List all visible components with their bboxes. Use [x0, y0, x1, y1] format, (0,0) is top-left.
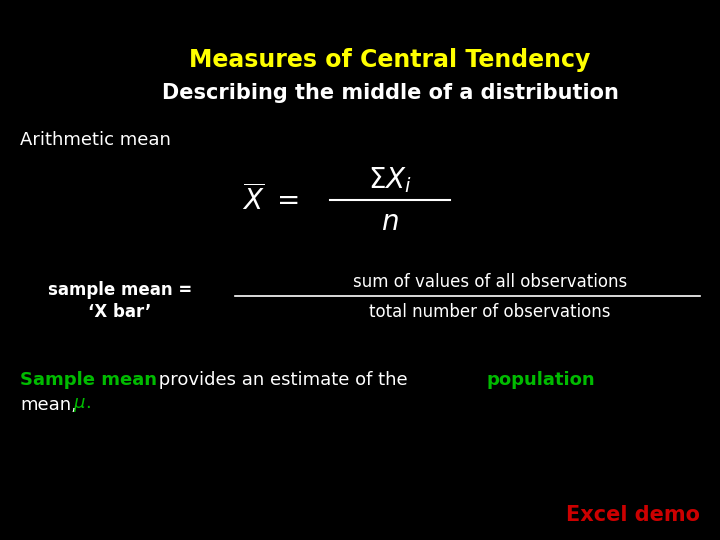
Text: population: population [487, 371, 595, 389]
Text: Measures of Central Tendency: Measures of Central Tendency [189, 48, 590, 72]
Text: sum of values of all observations: sum of values of all observations [353, 273, 627, 291]
Text: provides an estimate of the: provides an estimate of the [153, 371, 413, 389]
Text: Sample mean: Sample mean [20, 371, 157, 389]
Text: $\overline{X}\ =$: $\overline{X}\ =$ [241, 184, 299, 216]
Text: $n$: $n$ [381, 208, 399, 236]
Text: $\Sigma X_i$: $\Sigma X_i$ [368, 165, 412, 195]
Text: sample mean =: sample mean = [48, 281, 192, 299]
Text: Arithmetic mean: Arithmetic mean [20, 131, 171, 149]
Text: mean,: mean, [20, 396, 77, 414]
Text: $\mu$.: $\mu$. [68, 396, 91, 414]
Text: ‘X bar’: ‘X bar’ [89, 303, 152, 321]
Text: Describing the middle of a distribution: Describing the middle of a distribution [161, 83, 618, 103]
Text: total number of observations: total number of observations [369, 303, 611, 321]
Text: Excel demo: Excel demo [566, 505, 700, 525]
